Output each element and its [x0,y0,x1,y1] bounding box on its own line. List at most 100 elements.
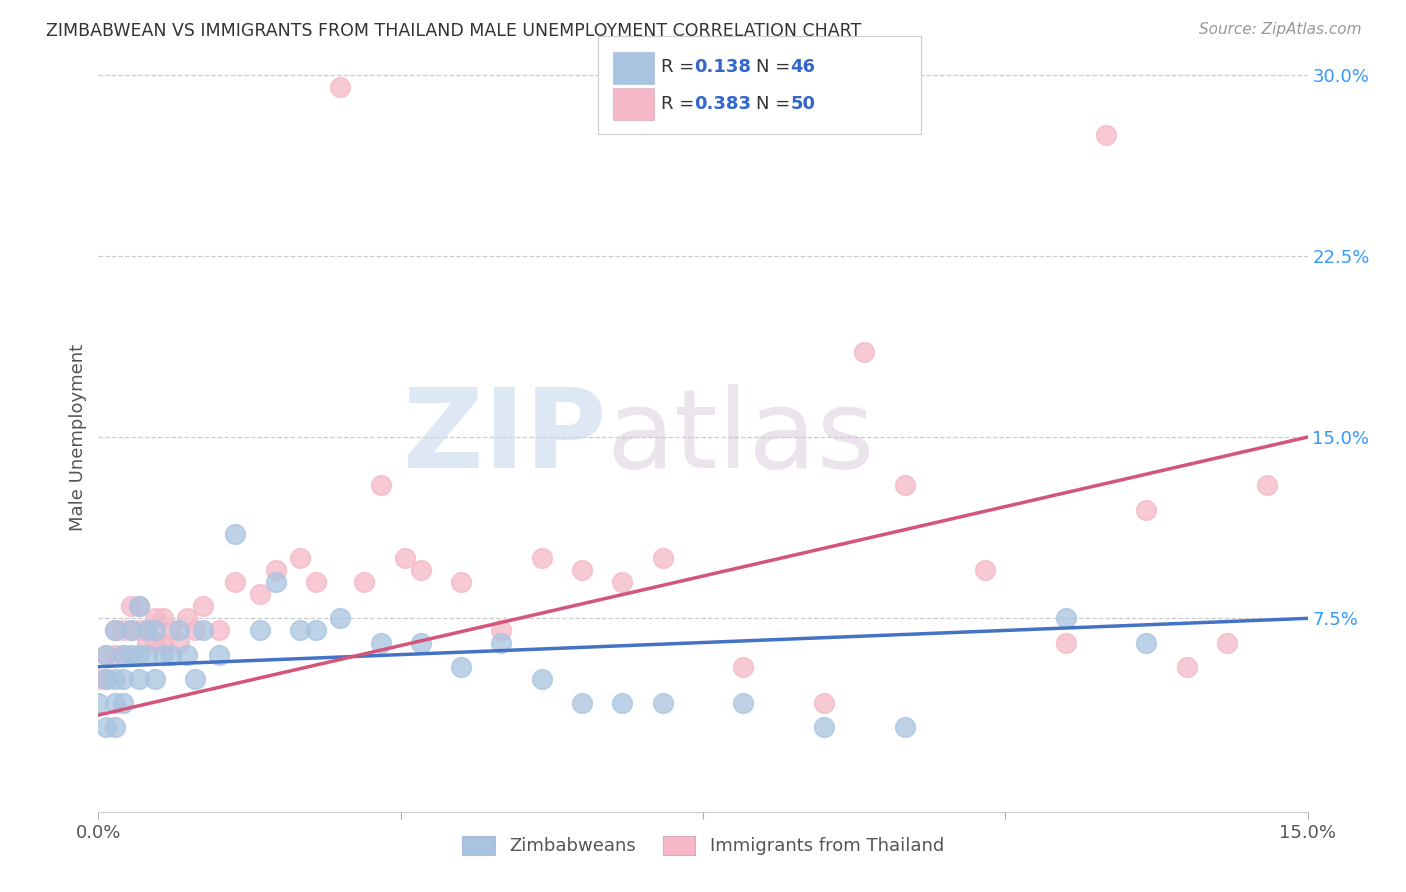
Point [193,624,215,638]
Point [120,599,142,614]
Point [249,587,271,601]
Point [491,635,513,649]
Point [305,575,328,590]
Point [184,624,207,638]
Point [571,563,593,577]
Point [103,624,125,638]
Point [135,624,157,638]
Text: ZIMBABWEAN VS IMMIGRANTS FROM THAILAND MALE UNEMPLOYMENT CORRELATION CHART: ZIMBABWEAN VS IMMIGRANTS FROM THAILAND M… [46,22,862,40]
Point [152,611,174,625]
Y-axis label: Male Unemployment: Male Unemployment [69,343,87,531]
Point [733,696,755,710]
Point [224,575,246,590]
Text: R =: R = [661,95,700,112]
Point [111,696,134,710]
Point [288,550,311,565]
Point [120,624,142,638]
Text: N =: N = [756,58,796,76]
Point [167,635,190,649]
Point [249,624,271,638]
Point [530,672,553,686]
Text: R =: R = [661,58,700,76]
Point [152,648,174,662]
Point [120,648,142,662]
Point [176,648,198,662]
Point [370,478,392,492]
Point [370,635,392,649]
Point [103,672,125,686]
Point [530,550,553,565]
Point [353,575,375,590]
Point [571,696,593,710]
Point [96,720,118,734]
Point [1135,502,1157,516]
Point [111,672,134,686]
Point [120,624,142,638]
Point [224,526,246,541]
Point [1054,635,1077,649]
Point [128,672,150,686]
Point [329,79,352,94]
Point [96,672,118,686]
Point [103,696,125,710]
Point [135,635,157,649]
Point [450,659,472,673]
Point [733,659,755,673]
Point [208,648,231,662]
Point [813,720,835,734]
Point [176,611,198,625]
Point [491,624,513,638]
Point [612,575,634,590]
Point [128,648,150,662]
Point [143,635,166,649]
Point [135,648,157,662]
Point [143,672,166,686]
Point [893,720,915,734]
Point [167,624,190,638]
Point [96,648,118,662]
Point [651,550,673,565]
Point [329,611,352,625]
Point [103,720,125,734]
Point [264,575,287,590]
Text: 50: 50 [790,95,815,112]
Point [96,648,118,662]
Point [128,599,150,614]
Point [394,550,416,565]
Point [409,635,432,649]
Point [128,599,150,614]
Point [409,563,432,577]
Point [305,624,328,638]
Text: N =: N = [756,95,796,112]
Point [111,624,134,638]
Point [103,624,125,638]
Text: atlas: atlas [606,384,875,491]
Point [651,696,673,710]
Point [103,648,125,662]
Point [1095,128,1118,142]
Point [974,563,997,577]
Point [160,624,183,638]
Text: ZIP: ZIP [404,384,606,491]
Point [450,575,472,590]
Point [264,563,287,577]
Text: 46: 46 [790,58,815,76]
Point [87,672,110,686]
Point [152,635,174,649]
Legend: Zimbabweans, Immigrants from Thailand: Zimbabweans, Immigrants from Thailand [454,829,952,863]
Point [1216,635,1239,649]
Point [853,345,876,359]
Point [160,648,183,662]
Point [184,672,207,686]
Point [143,611,166,625]
Point [193,599,215,614]
Point [208,624,231,638]
Point [96,672,118,686]
Text: 0.383: 0.383 [695,95,752,112]
Point [143,624,166,638]
Point [111,648,134,662]
Point [135,624,157,638]
Point [111,648,134,662]
Point [1256,478,1278,492]
Point [87,696,110,710]
